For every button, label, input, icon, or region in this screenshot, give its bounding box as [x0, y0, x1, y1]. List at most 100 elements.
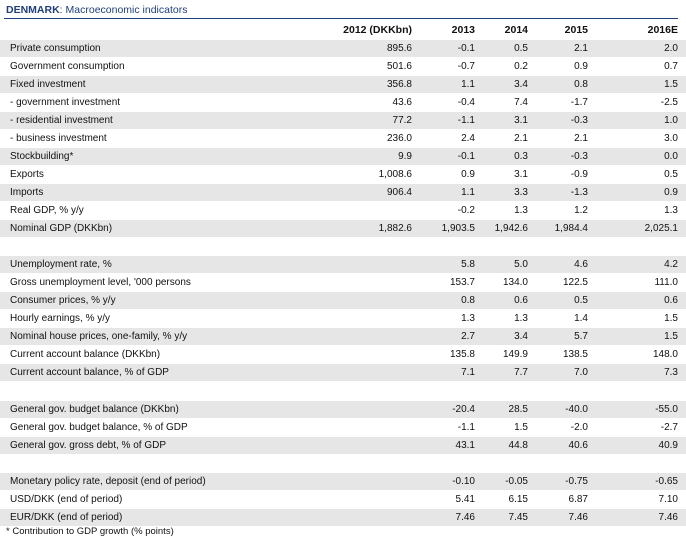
- row-value: 1.1: [461, 79, 475, 90]
- table-row: Nominal house prices, one-family, % y/y 2…: [0, 328, 686, 345]
- row-label: General gov. gross debt, % of GDP: [10, 440, 167, 451]
- table-row: Current account balance, % of GDP 7.1 7.7 7…: [0, 364, 686, 381]
- row-value: -0.1: [457, 151, 475, 162]
- row-label: General gov. budget balance, % of GDP: [10, 422, 188, 433]
- col-header-2015: 2015: [564, 24, 588, 36]
- row-value: 0.3: [514, 151, 528, 162]
- row-label: Monetary policy rate, deposit (end of pe…: [10, 476, 206, 487]
- row-value: 1.4: [574, 313, 588, 324]
- row-value: 0.8: [461, 295, 475, 306]
- row-value: -0.9: [570, 169, 588, 180]
- row-label: - government investment: [10, 97, 121, 108]
- table-row: Fixed investment 356.8 1.1 3.4 0.8 1.5: [0, 76, 686, 93]
- row-label: Real GDP, % y/y: [10, 205, 84, 216]
- table-row: - government investment 43.6 -0.4 7.4 -1.7 -2…: [0, 94, 686, 111]
- row-value: 3.1: [514, 115, 528, 126]
- row-value: -0.4: [457, 97, 475, 108]
- row-value: 77.2: [392, 115, 412, 126]
- row-value: 1,942.6: [494, 223, 528, 234]
- row-value: -2.7: [660, 422, 678, 433]
- row-value: 111.0: [654, 277, 678, 288]
- row-value: 134.0: [502, 277, 528, 288]
- row-value: 1.5: [664, 79, 678, 90]
- table-title: DENMARK: Macroeconomic indicators: [6, 4, 188, 16]
- row-value: 7.4: [514, 97, 528, 108]
- row-value: 1.1: [461, 187, 475, 198]
- row-value: 7.45: [508, 512, 528, 523]
- row-value: 4.6: [574, 259, 588, 270]
- row-value: -0.2: [457, 205, 475, 216]
- title-subtitle: Macroeconomic indicators: [65, 4, 188, 16]
- table-row: Unemployment rate, % 5.8 5.0 4.6 4.2: [0, 256, 686, 273]
- footnote: * Contribution to GDP growth (% points): [6, 526, 174, 537]
- row-label: Stockbuilding*: [10, 151, 74, 162]
- row-value: -2.0: [570, 422, 588, 433]
- title-country: DENMARK: [6, 4, 60, 16]
- table-row: USD/DKK (end of period) 5.41 6.15 6.87 7.10: [0, 491, 686, 508]
- row-value: 40.6: [568, 440, 588, 451]
- row-value: -0.3: [570, 151, 588, 162]
- row-value: -0.3: [570, 115, 588, 126]
- row-value: 7.10: [658, 494, 678, 505]
- row-value: 3.0: [664, 133, 678, 144]
- row-value: 1.3: [461, 313, 475, 324]
- row-value: -1.7: [570, 97, 588, 108]
- row-value: 2.4: [461, 133, 475, 144]
- row-value: 7.1: [461, 367, 475, 378]
- row-value: 7.46: [658, 512, 678, 523]
- row-value: -1.1: [457, 422, 475, 433]
- row-label: - business investment: [10, 133, 107, 144]
- row-value: 0.5: [514, 43, 528, 54]
- table-row: Stockbuilding* 9.9 -0.1 0.3 -0.3 0.0: [0, 148, 686, 165]
- row-value: 1.3: [664, 205, 678, 216]
- row-value: 0.5: [574, 295, 588, 306]
- row-label: Unemployment rate, %: [10, 259, 112, 270]
- row-label: EUR/DKK (end of period): [10, 512, 123, 523]
- row-value: 1,903.5: [441, 223, 475, 234]
- table-row: Government consumption 501.6 -0.7 0.2 0.9 0.7: [0, 58, 686, 75]
- row-value: 906.4: [386, 187, 412, 198]
- row-value: -1.3: [570, 187, 588, 198]
- table-row: Exports 1,008.6 0.9 3.1 -0.9 0.5: [0, 166, 686, 183]
- row-value: 149.9: [502, 349, 528, 360]
- row-label: Consumer prices, % y/y: [10, 295, 116, 306]
- row-value: 1.2: [574, 205, 588, 216]
- row-label: Exports: [10, 169, 44, 180]
- row-label: Gross unemployment level, '000 persons: [10, 277, 191, 288]
- title-rule: [4, 18, 678, 19]
- row-value: 7.0: [574, 367, 588, 378]
- row-value: 40.9: [658, 440, 678, 451]
- row-value: -0.05: [505, 476, 528, 487]
- row-value: 9.9: [398, 151, 412, 162]
- row-value: 1.3: [514, 205, 528, 216]
- table-row: Current account balance (DKKbn) 135.8 149.…: [0, 346, 686, 363]
- row-value: -40.0: [565, 404, 588, 415]
- row-label: USD/DKK (end of period): [10, 494, 123, 505]
- row-value: 138.5: [562, 349, 588, 360]
- row-label: Current account balance, % of GDP: [10, 367, 169, 378]
- row-value: 44.8: [508, 440, 528, 451]
- table-row: Imports 906.4 1.1 3.3 -1.3 0.9: [0, 184, 686, 201]
- col-header-2012: 2012 (DKKbn): [343, 24, 412, 36]
- col-header-2014: 2014: [504, 24, 528, 36]
- col-header-2016e: 2016E: [647, 24, 678, 36]
- row-value: 1.5: [664, 313, 678, 324]
- row-value: 0.5: [664, 169, 678, 180]
- row-label: General gov. budget balance (DKKbn): [10, 404, 179, 415]
- row-value: -1.1: [457, 115, 475, 126]
- row-value: 0.2: [514, 61, 528, 72]
- table-row: Monetary policy rate, deposit (end of pe…: [0, 473, 686, 490]
- row-value: -0.1: [457, 43, 475, 54]
- row-label: Imports: [10, 187, 44, 198]
- row-value: 7.7: [514, 367, 528, 378]
- row-value: 122.5: [562, 277, 588, 288]
- row-value: 3.1: [514, 169, 528, 180]
- row-value: -0.75: [565, 476, 588, 487]
- row-label: - residential investment: [10, 115, 113, 126]
- row-value: 895.6: [386, 43, 412, 54]
- row-value: 5.0: [514, 259, 528, 270]
- row-value: 3.4: [514, 79, 528, 90]
- row-value: 7.46: [455, 512, 475, 523]
- row-value: 1.0: [664, 115, 678, 126]
